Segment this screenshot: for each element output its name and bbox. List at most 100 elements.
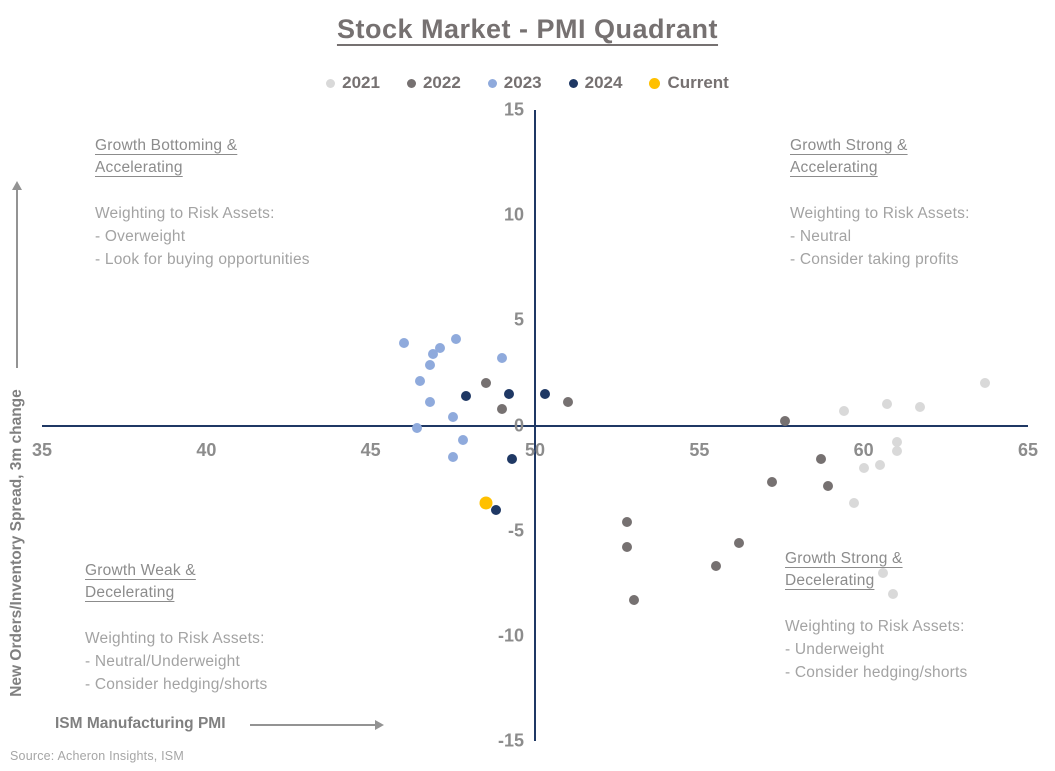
legend: 2021 2022 2023 2024 Current — [0, 73, 1055, 93]
quadrant-heading: Growth Weak & Decelerating — [85, 562, 196, 601]
legend-item-2024: 2024 — [568, 73, 623, 93]
quadrant-bottom-left: Growth Weak & Decelerating Weighting to … — [85, 560, 268, 696]
data-point — [411, 422, 422, 433]
data-point — [888, 588, 899, 599]
y-axis-title: New Orders/Inventory Spread, 3m change — [8, 389, 25, 697]
legend-label-2022: 2022 — [422, 73, 461, 92]
y-tick-label: 10 — [503, 204, 524, 225]
data-point — [881, 399, 892, 410]
data-point — [878, 567, 889, 578]
data-point — [980, 378, 991, 389]
x-tick-label: 50 — [524, 439, 546, 460]
quadrant-line: Weighting to Risk Assets: — [85, 630, 265, 647]
data-point — [414, 376, 425, 387]
legend-marker-2023-icon — [487, 78, 497, 88]
legend-marker-2021-icon — [326, 78, 336, 88]
quadrant-top-right: Growth Strong & Accelerating Weighting t… — [790, 135, 970, 271]
quadrant-line: - Look for buying opportunities — [95, 251, 310, 268]
data-point — [424, 397, 435, 408]
data-point — [891, 437, 902, 448]
data-point — [914, 401, 925, 412]
legend-label-current: Current — [667, 73, 729, 92]
y-tick-label: -10 — [497, 625, 524, 646]
data-point — [497, 353, 508, 364]
y-tick-label: -15 — [497, 730, 524, 751]
quadrant-line: - Overweight — [95, 228, 186, 245]
data-point — [447, 452, 458, 463]
legend-item-2022: 2022 — [406, 73, 461, 93]
legend-marker-current-icon — [649, 77, 661, 89]
source-note: Source: Acheron Insights, ISM — [10, 749, 184, 763]
data-point — [506, 454, 517, 465]
quadrant-line: Weighting to Risk Assets: — [785, 618, 965, 635]
x-tick-label: 55 — [689, 439, 710, 460]
data-point — [451, 334, 462, 345]
x-axis-arrow-line — [250, 724, 376, 726]
data-point — [858, 462, 869, 473]
x-axis-title: ISM Manufacturing PMI — [55, 715, 226, 732]
x-axis-line — [42, 424, 1028, 427]
data-point — [562, 397, 573, 408]
data-point — [815, 454, 826, 465]
data-point — [490, 504, 501, 515]
x-axis-arrow-right-icon — [375, 720, 384, 730]
legend-item-2021: 2021 — [326, 73, 380, 93]
x-tick-label: 40 — [196, 439, 217, 460]
data-point — [838, 405, 849, 416]
data-point — [447, 412, 458, 423]
data-point — [434, 342, 445, 353]
quadrant-heading: Growth Strong & Decelerating — [785, 550, 903, 589]
quadrant-top-left: Growth Bottoming & Accelerating Weightin… — [95, 135, 310, 271]
data-point — [628, 595, 639, 606]
data-point — [848, 498, 859, 509]
data-point — [875, 460, 886, 471]
x-tick-label: 45 — [360, 439, 381, 460]
legend-marker-2024-icon — [568, 78, 578, 88]
quadrant-line: Weighting to Risk Assets: — [790, 205, 970, 222]
data-point — [766, 477, 777, 488]
data-point — [398, 338, 409, 349]
data-point — [497, 403, 508, 414]
quadrant-bottom-right: Growth Strong & Decelerating Weighting t… — [785, 548, 968, 684]
data-point — [822, 481, 833, 492]
data-point — [460, 391, 471, 402]
page-title: Stock Market - PMI Quadrant — [336, 14, 719, 44]
legend-label-2021: 2021 — [342, 73, 380, 92]
legend-marker-2022-icon — [406, 78, 416, 88]
data-point — [539, 388, 550, 399]
quadrant-line: - Consider hedging/shorts — [85, 676, 268, 693]
quadrant-line: - Consider hedging/shorts — [785, 664, 968, 681]
y-axis-arrow-line — [16, 190, 18, 368]
data-point — [428, 348, 439, 359]
quadrant-line: - Underweight — [785, 641, 885, 658]
data-point — [479, 496, 493, 510]
x-tick-label: 35 — [31, 439, 53, 460]
data-point — [480, 378, 491, 389]
data-point — [424, 359, 435, 370]
quadrant-heading: Growth Strong & Accelerating — [790, 137, 908, 176]
data-point — [891, 445, 902, 456]
legend-item-current: Current — [649, 73, 729, 93]
quadrant-line: - Neutral — [790, 228, 852, 245]
y-axis-arrow-up-icon — [12, 181, 22, 190]
data-point — [457, 435, 468, 446]
quadrant-heading: Growth Bottoming & Accelerating — [95, 137, 238, 176]
legend-label-2023: 2023 — [503, 73, 542, 92]
quadrant-line: - Consider taking profits — [790, 251, 959, 268]
y-tick-label: 5 — [513, 309, 524, 330]
y-tick-label: -5 — [507, 520, 524, 541]
legend-item-2023: 2023 — [487, 73, 542, 93]
quadrant-line: Weighting to Risk Assets: — [95, 205, 275, 222]
y-tick-label: 0 — [513, 415, 524, 435]
quadrant-line: - Neutral/Underweight — [85, 653, 240, 670]
y-tick-label: 15 — [503, 99, 524, 120]
x-tick-label: 60 — [853, 439, 874, 460]
data-point — [622, 517, 633, 528]
data-point — [503, 388, 514, 399]
data-point — [733, 538, 744, 549]
legend-label-2024: 2024 — [584, 73, 623, 92]
data-point — [622, 542, 633, 553]
x-tick-label: 65 — [1017, 439, 1039, 460]
data-point — [779, 416, 790, 427]
